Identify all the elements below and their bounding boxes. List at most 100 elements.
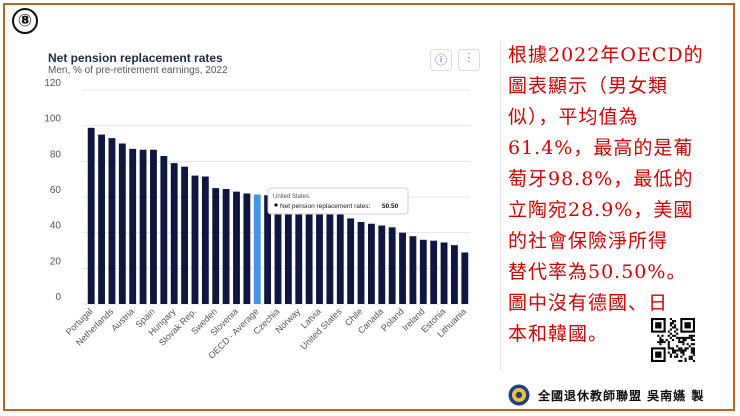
qr-module (674, 351, 677, 354)
qr-module (676, 353, 679, 356)
qr-module (680, 359, 683, 362)
qr-module (659, 341, 662, 344)
slide-number-badge: ⑧ (12, 8, 38, 34)
qr-module (674, 355, 677, 358)
qr-module (692, 349, 695, 352)
qr-finder (655, 322, 662, 329)
qr-module (690, 343, 693, 346)
qr-module (671, 320, 675, 323)
qr-module (676, 345, 679, 348)
chart-title: Net pension replacement rates (48, 51, 223, 65)
qr-module (676, 332, 679, 335)
qr-module (688, 345, 691, 348)
qr-module (659, 336, 662, 339)
qr-module (680, 336, 683, 339)
info-icon: ⓘ (434, 53, 447, 67)
qr-module (669, 353, 672, 356)
qr-module (676, 355, 679, 358)
commentary-line: 圖表顯示（男女類 (508, 75, 669, 97)
commentary-line: 的社會保險淨所得 (508, 230, 669, 252)
qr-module (671, 351, 675, 354)
qr-module (669, 318, 672, 321)
commentary-line: 61.4%，最高的是葡 (508, 137, 694, 159)
qr-finder (684, 322, 691, 329)
qr-module (671, 326, 675, 329)
qr-module (669, 332, 672, 335)
commentary-text: 根據2022年OECD的 圖表顯示（男女類 似），平均值為 61.4%，最高的是葡 萄牙… (508, 40, 730, 350)
qr-module (671, 338, 675, 342)
panel-divider (500, 40, 501, 370)
qr-module (657, 334, 660, 337)
qr-module (667, 330, 670, 333)
qr-module (692, 359, 695, 362)
qr-module (682, 336, 685, 339)
qr-module (671, 349, 675, 352)
qr-module (684, 349, 687, 352)
qr-module (688, 357, 691, 360)
qr-module (684, 347, 687, 350)
qr-module (678, 336, 681, 339)
qr-module (682, 341, 685, 344)
qr-module (682, 349, 685, 352)
qr-module (682, 338, 685, 342)
qr-module (667, 334, 670, 337)
qr-code[interactable] (651, 318, 695, 362)
union-logo-icon (508, 384, 530, 406)
chart-card (44, 44, 490, 374)
qr-module (686, 343, 689, 346)
qr-module (674, 324, 677, 327)
qr-module (671, 334, 675, 337)
info-button[interactable]: ⓘ (430, 49, 452, 71)
qr-module (680, 341, 683, 344)
qr-module (684, 338, 687, 342)
qr-module (688, 334, 691, 337)
footer: 全國退休教師聯盟 吳南嬿 製 (508, 384, 704, 406)
qr-module (682, 351, 685, 354)
qr-module (669, 336, 672, 339)
commentary-line: 本和韓國。 (508, 323, 609, 345)
qr-module (674, 334, 677, 337)
commentary-line: 替代率為50.50%。 (508, 261, 687, 283)
qr-module (692, 334, 695, 337)
qr-module (667, 351, 670, 354)
qr-module (680, 347, 683, 350)
qr-module (678, 338, 681, 342)
qr-module (665, 338, 668, 342)
qr-module (680, 349, 683, 352)
qr-module (678, 349, 681, 352)
qr-module (682, 343, 685, 346)
qr-module (663, 341, 666, 344)
qr-module (669, 347, 672, 350)
qr-module (684, 359, 687, 362)
qr-module (688, 355, 691, 358)
qr-module (667, 347, 670, 350)
more-options-button[interactable]: ⋮ (458, 49, 480, 71)
qr-module (676, 349, 679, 352)
qr-module (692, 347, 695, 350)
qr-module (690, 351, 693, 354)
qr-module (669, 355, 672, 358)
qr-module (684, 336, 687, 339)
qr-module (692, 353, 695, 356)
qr-module (674, 330, 677, 333)
qr-module (692, 338, 695, 342)
qr-module (669, 322, 672, 325)
qr-module (661, 338, 664, 342)
qr-module (678, 359, 681, 362)
qr-module (692, 343, 695, 346)
qr-module (678, 347, 681, 350)
commentary-line: 根據2022年OECD的 (508, 44, 704, 66)
qr-module (690, 338, 693, 342)
more-vertical-icon: ⋮ (463, 51, 475, 64)
qr-module (678, 341, 681, 344)
commentary-line: 圖中沒有德國、日 (508, 292, 669, 314)
qr-module (674, 320, 677, 323)
qr-module (667, 345, 670, 348)
page-frame (3, 3, 735, 411)
qr-module (692, 351, 695, 354)
qr-module (690, 336, 693, 339)
qr-module (667, 343, 670, 346)
qr-module (682, 353, 685, 356)
qr-module (690, 357, 693, 360)
qr-finder (655, 351, 662, 358)
